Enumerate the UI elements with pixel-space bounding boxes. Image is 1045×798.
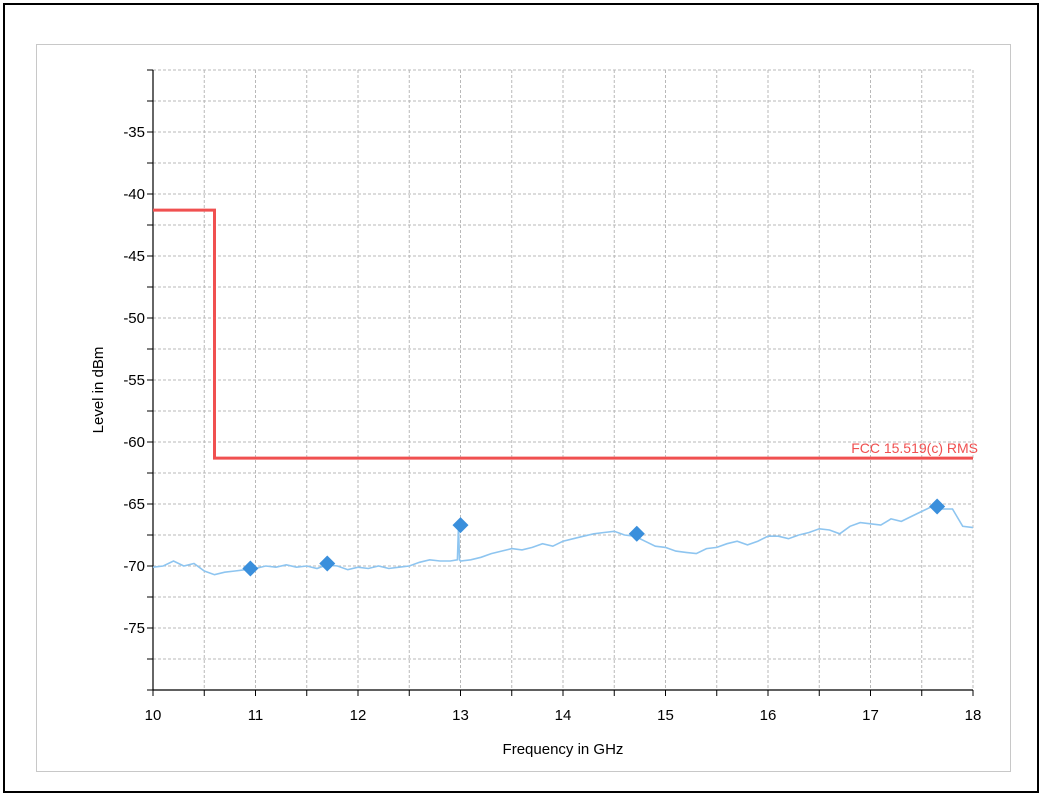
- chart-panel: [36, 44, 1011, 772]
- x-tick-label: 11: [248, 707, 264, 724]
- y-tick-label: -45: [123, 248, 145, 265]
- y-tick-label: -75: [123, 620, 145, 637]
- x-tick-label: 13: [452, 707, 469, 724]
- peak-marker: [452, 517, 469, 534]
- peak-marker: [242, 560, 259, 577]
- peak-marker: [929, 498, 946, 515]
- grid: [152, 69, 974, 691]
- limit-line-label: FCC 15.519(c) RMS: [851, 440, 978, 456]
- y-tick-label: -70: [123, 558, 145, 575]
- peak-marker: [319, 555, 336, 572]
- chart-frame: [3, 3, 1039, 793]
- peak-marker: [628, 525, 645, 542]
- series-layer: [152, 208, 974, 576]
- y-tick-label: -60: [123, 434, 145, 451]
- y-tick-label: -55: [123, 372, 145, 389]
- x-tick-label: 16: [760, 707, 777, 724]
- limit-line: [153, 208, 973, 460]
- x-tick-label: 18: [965, 707, 982, 724]
- y-axis-label: Level in dBm: [90, 347, 107, 434]
- y-tick-label: -35: [123, 124, 145, 141]
- x-tick-label: 10: [145, 707, 162, 724]
- y-tick-label: -65: [123, 496, 145, 513]
- measurement-trace: [152, 505, 974, 576]
- axes: -75 -70 -65 -60 -55 -50 -45 -40 -35 10 11 12 13 14 15 1…: [123, 69, 982, 724]
- x-tick-label: 12: [350, 707, 367, 724]
- peak-markers: [242, 498, 946, 577]
- x-tick-label: 14: [555, 707, 572, 724]
- y-tick-label: -40: [123, 186, 145, 203]
- x-axis-label: Frequency in GHz: [503, 741, 624, 758]
- y-tick-label: -50: [123, 310, 145, 327]
- x-tick-label: 17: [862, 707, 879, 724]
- x-tick-label: 15: [657, 707, 674, 724]
